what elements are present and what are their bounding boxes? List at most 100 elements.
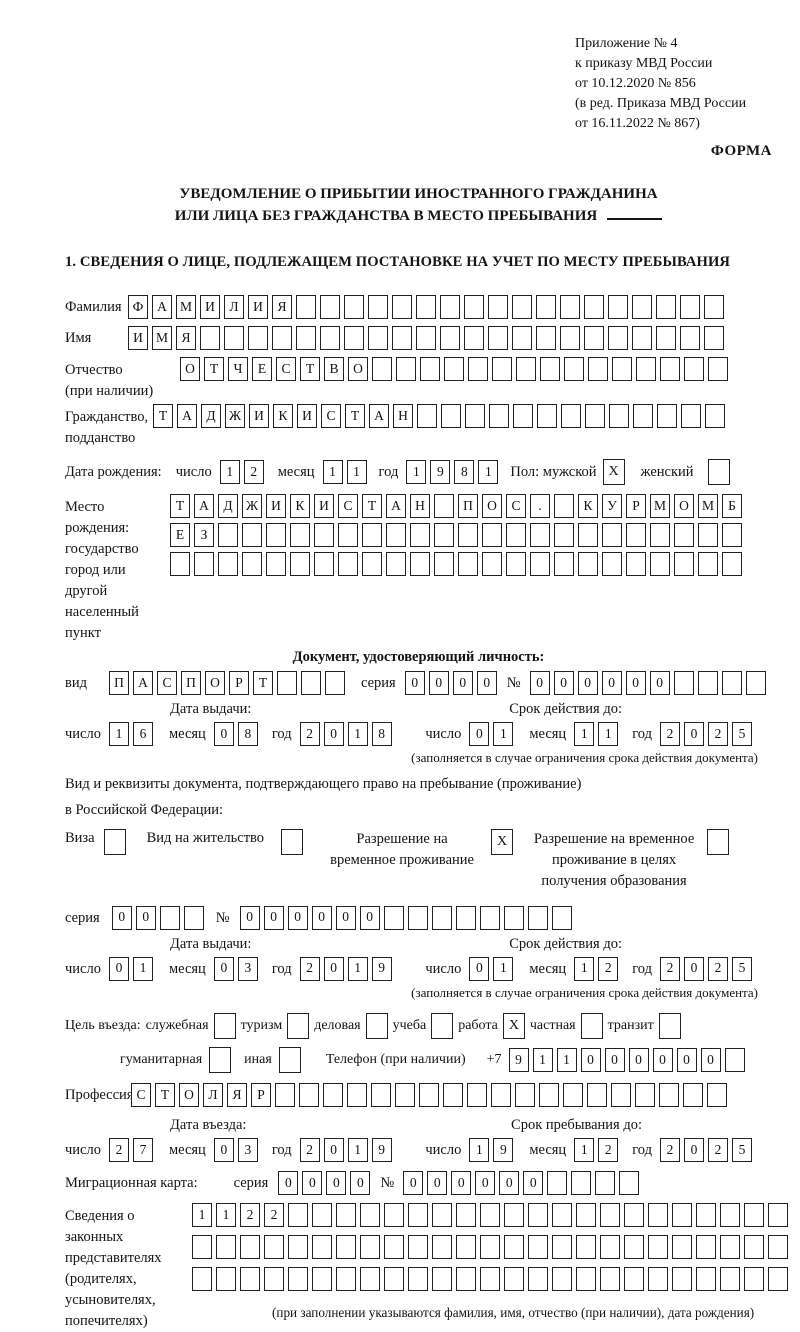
char-cell[interactable]: Р xyxy=(626,493,646,518)
char-cell[interactable] xyxy=(745,671,766,696)
char-cell[interactable] xyxy=(571,1171,592,1196)
char-cell[interactable] xyxy=(408,1267,428,1292)
char-cell[interactable]: Т xyxy=(155,1083,175,1108)
char-cell[interactable] xyxy=(681,403,701,428)
purpose-transit-checkbox[interactable] xyxy=(658,1013,681,1040)
char-cell[interactable] xyxy=(432,1235,452,1260)
char-cell[interactable] xyxy=(455,905,476,930)
char-cell[interactable]: 2 xyxy=(108,1138,129,1163)
char-cell[interactable] xyxy=(290,522,310,547)
char-cell[interactable] xyxy=(512,325,532,350)
char-cell[interactable]: 1 xyxy=(574,956,595,981)
char-cell[interactable]: 0 xyxy=(323,1138,344,1163)
char-cell[interactable] xyxy=(368,294,388,319)
char-cell[interactable]: 9 xyxy=(508,1048,529,1073)
char-cell[interactable] xyxy=(722,522,742,547)
char-cell[interactable] xyxy=(434,551,454,576)
char-cell[interactable] xyxy=(673,671,694,696)
char-cell[interactable] xyxy=(516,356,536,381)
char-cell[interactable] xyxy=(396,356,416,381)
char-cell[interactable]: Д xyxy=(201,403,221,428)
char-cell[interactable] xyxy=(482,522,502,547)
char-cell[interactable] xyxy=(372,356,392,381)
char-cell[interactable]: 0 xyxy=(499,1171,520,1196)
char-cell[interactable]: А xyxy=(132,671,153,696)
char-cell[interactable]: 0 xyxy=(684,956,704,981)
char-cell[interactable] xyxy=(216,1235,236,1260)
char-cell[interactable]: Л xyxy=(224,294,244,319)
char-cell[interactable]: О xyxy=(348,356,368,381)
char-cell[interactable] xyxy=(660,356,680,381)
char-cell[interactable] xyxy=(680,325,700,350)
char-cell[interactable]: 0 xyxy=(652,1048,673,1073)
char-cell[interactable] xyxy=(288,1267,308,1292)
char-cell[interactable] xyxy=(464,294,484,319)
char-cell[interactable]: 0 xyxy=(335,905,356,930)
char-cell[interactable] xyxy=(362,522,382,547)
char-cell[interactable] xyxy=(724,1048,745,1073)
char-cell[interactable] xyxy=(768,1203,788,1228)
char-cell[interactable]: 0 xyxy=(628,1048,649,1073)
char-cell[interactable]: О xyxy=(674,493,694,518)
char-cell[interactable] xyxy=(704,294,724,319)
char-cell[interactable] xyxy=(619,1171,640,1196)
char-cell[interactable] xyxy=(530,522,550,547)
char-cell[interactable]: 2 xyxy=(660,956,680,981)
char-cell[interactable]: С xyxy=(506,493,526,518)
char-cell[interactable] xyxy=(528,1203,548,1228)
char-cell[interactable] xyxy=(410,522,430,547)
char-cell[interactable]: 0 xyxy=(475,1171,496,1196)
char-cell[interactable] xyxy=(659,1083,679,1108)
char-cell[interactable]: П xyxy=(108,671,129,696)
char-cell[interactable]: 2 xyxy=(598,956,619,981)
char-cell[interactable]: 0 xyxy=(676,1048,697,1073)
char-cell[interactable]: 0 xyxy=(111,905,132,930)
char-cell[interactable]: 2 xyxy=(299,722,320,747)
char-cell[interactable]: 5 xyxy=(732,956,752,981)
char-cell[interactable] xyxy=(312,1235,332,1260)
char-cell[interactable] xyxy=(539,1083,559,1108)
char-cell[interactable] xyxy=(656,294,676,319)
char-cell[interactable]: О xyxy=(482,493,502,518)
char-cell[interactable] xyxy=(408,1203,428,1228)
char-cell[interactable] xyxy=(588,356,608,381)
char-cell[interactable] xyxy=(192,1235,212,1260)
char-cell[interactable]: 0 xyxy=(469,722,490,747)
char-cell[interactable] xyxy=(626,551,646,576)
char-cell[interactable]: 0 xyxy=(213,722,234,747)
char-cell[interactable]: 2 xyxy=(299,956,320,981)
char-cell[interactable]: И xyxy=(248,294,268,319)
char-cell[interactable]: 1 xyxy=(347,1138,368,1163)
char-cell[interactable]: 0 xyxy=(404,671,425,696)
char-cell[interactable] xyxy=(441,403,461,428)
char-cell[interactable]: 1 xyxy=(574,1138,595,1163)
char-cell[interactable] xyxy=(624,1203,644,1228)
char-cell[interactable] xyxy=(248,325,268,350)
char-cell[interactable] xyxy=(504,1267,524,1292)
char-cell[interactable] xyxy=(600,1267,620,1292)
char-cell[interactable] xyxy=(299,1083,319,1108)
char-cell[interactable] xyxy=(488,325,508,350)
char-cell[interactable] xyxy=(395,1083,415,1108)
char-cell[interactable]: Н xyxy=(393,403,413,428)
char-cell[interactable]: Б xyxy=(722,493,742,518)
char-cell[interactable] xyxy=(768,1267,788,1292)
char-cell[interactable] xyxy=(384,1203,404,1228)
char-cell[interactable]: Я xyxy=(227,1083,247,1108)
char-cell[interactable]: Ф xyxy=(128,294,148,319)
char-cell[interactable] xyxy=(608,325,628,350)
char-cell[interactable] xyxy=(458,551,478,576)
char-cell[interactable] xyxy=(276,671,297,696)
purpose-tourism-checkbox[interactable] xyxy=(287,1013,310,1040)
char-cell[interactable]: 1 xyxy=(406,459,427,484)
char-cell[interactable] xyxy=(650,551,670,576)
char-cell[interactable] xyxy=(744,1235,764,1260)
char-cell[interactable]: С xyxy=(338,493,358,518)
char-cell[interactable] xyxy=(672,1235,692,1260)
char-cell[interactable]: 0 xyxy=(108,956,129,981)
char-cell[interactable]: И xyxy=(314,493,334,518)
char-cell[interactable] xyxy=(506,551,526,576)
char-cell[interactable] xyxy=(200,325,220,350)
char-cell[interactable]: Т xyxy=(345,403,365,428)
char-cell[interactable] xyxy=(159,905,180,930)
